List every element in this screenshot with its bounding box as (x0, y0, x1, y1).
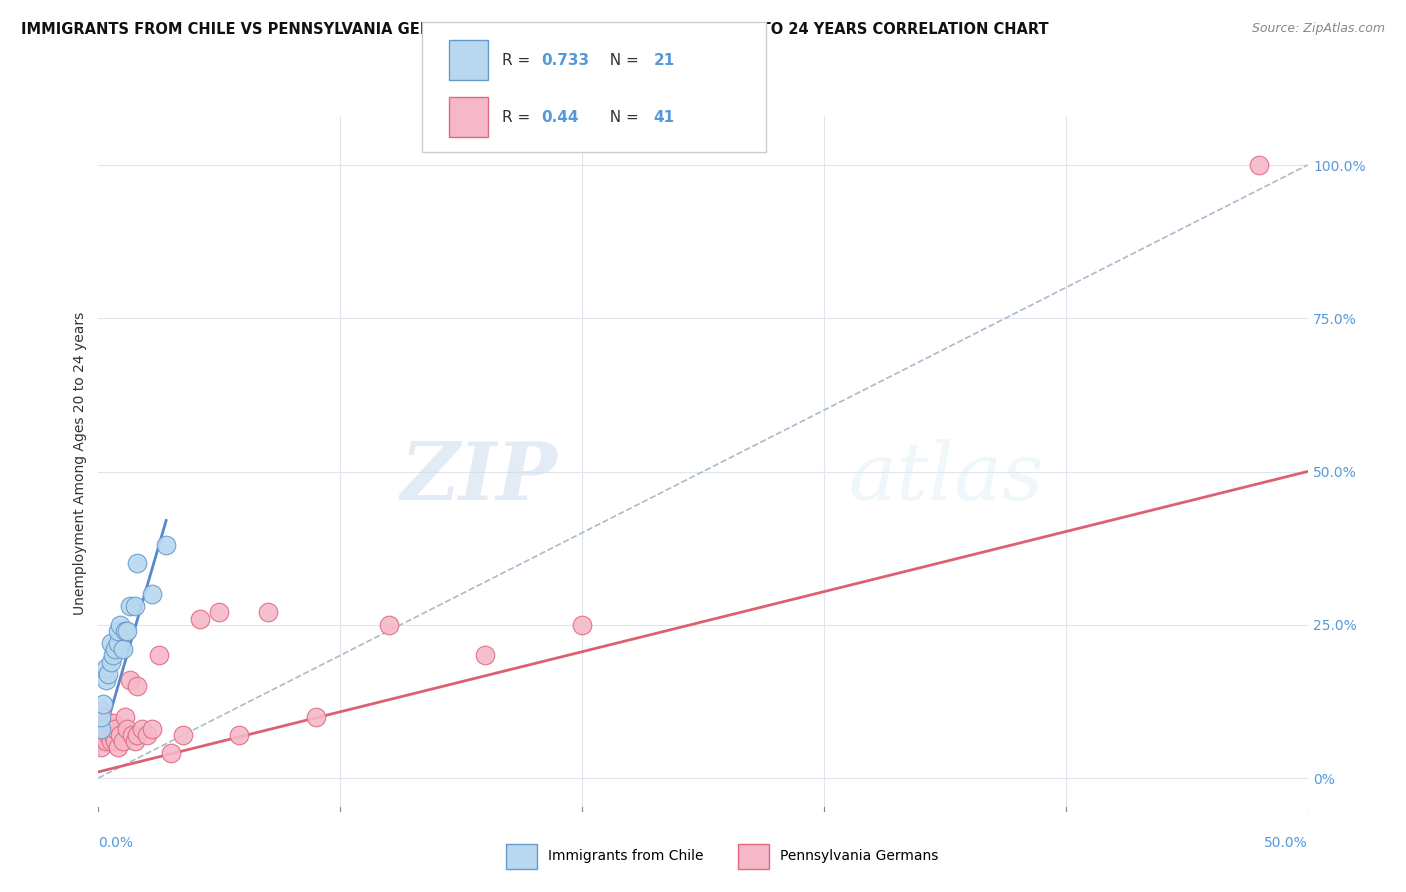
Point (160, 747, 183, 761)
Point (90, 704, 112, 718)
Point (94, 661, 117, 675)
Point (117, 722, 139, 736)
Point (90, 740, 112, 755)
Point (111, 642, 134, 657)
Point (94, 715, 117, 730)
Text: R =: R = (502, 53, 536, 68)
Point (127, 557, 149, 571)
Point (127, 728, 149, 742)
Point (114, 624, 136, 638)
Point (94, 734, 117, 748)
Text: 0.733: 0.733 (541, 53, 589, 68)
Point (121, 728, 143, 742)
Text: 21: 21 (654, 53, 675, 68)
Text: ZIP: ZIP (401, 439, 558, 516)
Point (155, 538, 177, 552)
Text: 0.44: 0.44 (541, 110, 579, 125)
Point (100, 722, 122, 736)
Point (100, 655, 122, 669)
Text: 50.0%: 50.0% (1264, 836, 1308, 850)
Point (100, 636, 122, 650)
Point (104, 642, 127, 657)
Point (104, 734, 127, 748)
Text: atlas: atlas (848, 439, 1043, 516)
Point (1249, 158, 1271, 172)
Point (107, 624, 129, 638)
Point (97, 722, 120, 736)
Point (117, 624, 139, 638)
Point (97, 666, 120, 681)
Point (141, 587, 163, 601)
Point (107, 636, 129, 650)
Point (101, 728, 124, 742)
Point (256, 606, 278, 620)
Point (131, 722, 153, 736)
Point (90, 728, 112, 742)
Point (474, 648, 496, 663)
Point (118, 599, 141, 614)
Point (104, 722, 127, 736)
Text: IMMIGRANTS FROM CHILE VS PENNSYLVANIA GERMAN UNEMPLOYMENT AMONG AGES 20 TO 24 YE: IMMIGRANTS FROM CHILE VS PENNSYLVANIA GE… (21, 22, 1049, 37)
Text: 0.0%: 0.0% (98, 836, 134, 850)
Text: N =: N = (600, 53, 644, 68)
Point (305, 709, 328, 723)
Point (90, 722, 112, 736)
Point (91, 698, 114, 712)
Text: Immigrants from Chile: Immigrants from Chile (548, 849, 704, 863)
Point (124, 599, 146, 614)
Point (141, 722, 163, 736)
Point (148, 648, 170, 663)
Y-axis label: Unemployment Among Ages 20 to 24 years: Unemployment Among Ages 20 to 24 years (73, 312, 87, 615)
Text: R =: R = (502, 110, 536, 125)
Point (91, 709, 114, 723)
Point (101, 648, 124, 663)
Text: Source: ZipAtlas.com: Source: ZipAtlas.com (1251, 22, 1385, 36)
Text: 41: 41 (654, 110, 675, 125)
Point (135, 728, 157, 742)
Point (571, 617, 593, 632)
Point (91, 728, 114, 742)
Point (127, 679, 149, 693)
Point (108, 617, 131, 632)
Text: Pennsylvania Germans: Pennsylvania Germans (780, 849, 939, 863)
Point (114, 709, 136, 723)
Point (377, 617, 399, 632)
Point (107, 740, 129, 755)
Point (100, 734, 122, 748)
Point (118, 673, 141, 687)
Point (188, 612, 211, 626)
Point (94, 673, 117, 687)
Point (90, 709, 112, 723)
Point (208, 606, 231, 620)
Point (172, 728, 194, 742)
Point (101, 715, 124, 730)
Point (111, 734, 134, 748)
Point (228, 728, 250, 742)
Text: N =: N = (600, 110, 644, 125)
Point (124, 734, 146, 748)
Point (108, 728, 131, 742)
Point (90, 715, 112, 730)
Point (97, 728, 120, 742)
